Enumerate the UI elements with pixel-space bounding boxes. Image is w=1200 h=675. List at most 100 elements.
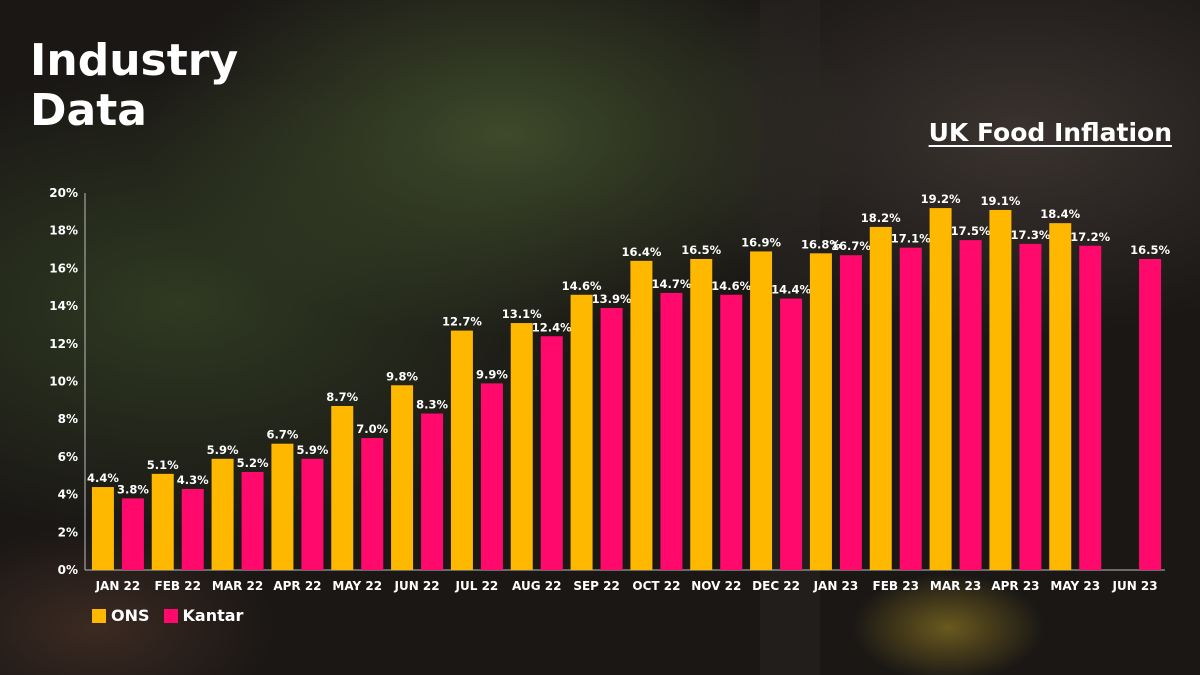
data-label-ons: 18.2% (861, 211, 901, 225)
bar-ons (809, 253, 832, 570)
data-label-kantar: 9.9% (476, 367, 508, 381)
y-tick-label: 8% (58, 412, 78, 426)
bar-ons (869, 226, 892, 570)
data-label-kantar: 16.5% (1130, 243, 1170, 257)
bar-kantar (600, 307, 623, 570)
bar-ons (391, 385, 414, 570)
y-tick-label: 0% (58, 563, 78, 577)
data-label-kantar: 8.3% (416, 398, 448, 412)
x-tick-label: FEB 22 (155, 579, 201, 593)
bar-ons (570, 294, 593, 570)
page-title-line1: Industry (30, 35, 239, 86)
data-label-ons: 16.8% (801, 237, 841, 251)
bar-kantar (780, 298, 803, 570)
bar-ons (331, 406, 354, 570)
bar-kantar (839, 255, 862, 570)
legend-item-ons: ONS (92, 606, 150, 625)
legend-label-kantar: Kantar (182, 606, 244, 625)
bar-kantar (899, 247, 922, 571)
bar-ons (510, 323, 533, 570)
y-tick-label: 2% (58, 525, 78, 539)
data-label-kantar: 17.2% (1070, 230, 1110, 244)
y-tick-label: 6% (58, 450, 78, 464)
data-label-kantar: 17.1% (891, 232, 931, 246)
bar-ons (690, 258, 713, 570)
chart-legend: ONS Kantar (92, 606, 243, 625)
y-tick-label: 16% (49, 261, 78, 275)
y-tick-label: 20% (49, 186, 78, 200)
bar-kantar (480, 383, 503, 570)
chart-title: UK Food Inflation (928, 118, 1172, 147)
bar-ons (91, 487, 114, 570)
x-tick-label: JUL 22 (455, 579, 499, 593)
x-tick-label: JAN 22 (95, 579, 141, 593)
x-tick-label: DEC 22 (752, 579, 800, 593)
legend-item-kantar: Kantar (163, 606, 244, 625)
data-label-kantar: 12.4% (532, 320, 572, 334)
data-label-ons: 12.7% (442, 315, 482, 329)
data-label-ons: 6.7% (266, 428, 298, 442)
bar-ons (450, 330, 473, 570)
legend-swatch-ons (92, 608, 106, 623)
data-label-ons: 14.6% (562, 279, 602, 293)
x-tick-label: AUG 22 (512, 579, 561, 593)
bar-kantar (121, 498, 144, 570)
bar-ons (929, 208, 952, 570)
x-tick-label: MAR 22 (212, 579, 263, 593)
x-tick-label: JUN 23 (1112, 579, 1158, 593)
bar-kantar (421, 413, 444, 570)
bar-kantar (1079, 245, 1102, 570)
x-tick-label: OCT 22 (632, 579, 680, 593)
data-label-ons: 13.1% (502, 307, 542, 321)
bar-kantar (1019, 243, 1042, 570)
data-label-ons: 16.4% (621, 245, 661, 259)
data-label-kantar: 16.7% (831, 239, 871, 253)
bar-ons (750, 251, 773, 570)
x-tick-label: APR 23 (991, 579, 1039, 593)
x-tick-label: MAR 23 (930, 579, 981, 593)
x-tick-label: JAN 23 (813, 579, 859, 593)
data-label-kantar: 14.4% (771, 283, 811, 297)
data-label-kantar: 17.5% (951, 224, 991, 238)
data-label-ons: 5.1% (147, 458, 179, 472)
bar-ons (989, 209, 1012, 570)
x-tick-label: APR 22 (273, 579, 321, 593)
data-label-ons: 19.2% (921, 192, 961, 206)
y-tick-label: 10% (49, 375, 78, 389)
x-tick-label: MAY 23 (1050, 579, 1100, 593)
data-label-ons: 9.8% (386, 369, 418, 383)
data-label-ons: 8.7% (326, 390, 358, 404)
data-label-ons: 5.9% (207, 443, 239, 457)
bar-kantar (361, 438, 384, 570)
bar-kantar (1139, 258, 1162, 570)
page-title-line2: Data (30, 85, 147, 136)
y-tick-label: 18% (49, 224, 78, 238)
page-title: Industry Data (30, 36, 330, 136)
data-label-ons: 16.5% (681, 243, 721, 257)
data-label-kantar: 5.2% (237, 456, 269, 470)
data-label-kantar: 14.7% (651, 277, 691, 291)
x-tick-label: JUN 22 (394, 579, 440, 593)
data-label-ons: 4.4% (87, 471, 119, 485)
y-tick-label: 12% (49, 337, 78, 351)
x-tick-label: SEP 22 (573, 579, 620, 593)
data-label-kantar: 17.3% (1010, 228, 1050, 242)
y-tick-label: 14% (49, 299, 78, 313)
data-label-kantar: 7.0% (356, 422, 388, 436)
bar-ons (1049, 223, 1072, 570)
bar-ons (211, 458, 234, 570)
bar-ons (271, 443, 294, 570)
x-tick-label: NOV 22 (691, 579, 741, 593)
data-label-kantar: 5.9% (296, 443, 328, 457)
x-tick-label: FEB 23 (873, 579, 919, 593)
y-tick-label: 4% (58, 488, 78, 502)
data-label-kantar: 14.6% (711, 279, 751, 293)
data-label-kantar: 3.8% (117, 482, 149, 496)
data-label-ons: 16.9% (741, 235, 781, 249)
bar-kantar (959, 240, 982, 570)
bar-kantar (660, 292, 683, 570)
bar-kantar (540, 336, 563, 570)
data-label-ons: 19.1% (980, 194, 1020, 208)
data-label-kantar: 13.9% (592, 292, 632, 306)
